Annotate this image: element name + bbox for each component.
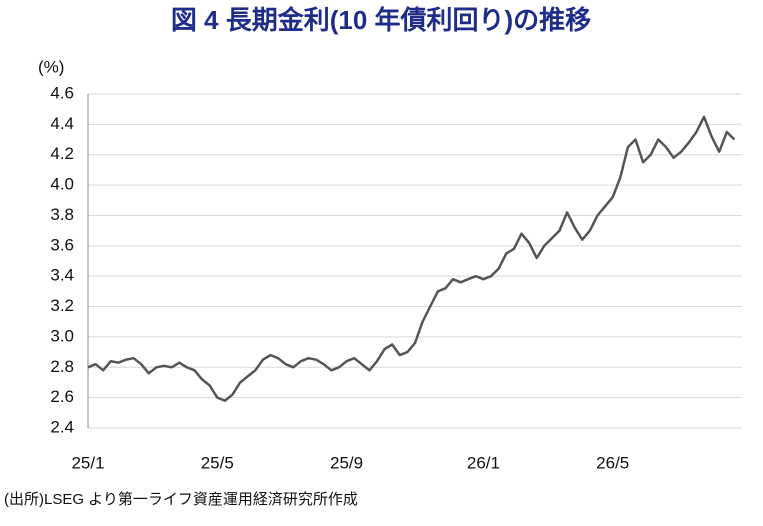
y-tick-label: 4.6 [50,83,74,102]
x-tick-label: 26/1 [467,453,500,472]
y-axis-label: (%) [38,57,64,76]
y-tick-label: 4.0 [50,175,74,194]
y-tick-label: 3.6 [50,235,74,254]
source-note: (出所)LSEG より第一ライフ資産運用経済研究所作成 [4,490,358,508]
x-tick-label: 25/1 [71,453,104,472]
y-tick-label: 2.6 [50,387,74,406]
data-line [87,115,736,402]
y-tick-label: 4.4 [50,114,74,133]
x-tick-label: 25/9 [330,453,363,472]
y-tick-label: 3.8 [50,205,74,224]
x-tick-label: 26/5 [596,453,629,472]
y-tick-label: 3.0 [50,326,74,345]
y-tick-label: 4.2 [50,144,74,163]
y-tick-label: 3.2 [50,296,74,315]
x-tick-label: 25/5 [201,453,234,472]
y-tick-label: 2.8 [50,357,74,376]
chart-title: 図 4 長期金利(10 年債利回り)の推移 [171,5,591,35]
y-tick-label: 2.4 [50,417,74,436]
y-tick-label: 3.4 [50,266,74,285]
